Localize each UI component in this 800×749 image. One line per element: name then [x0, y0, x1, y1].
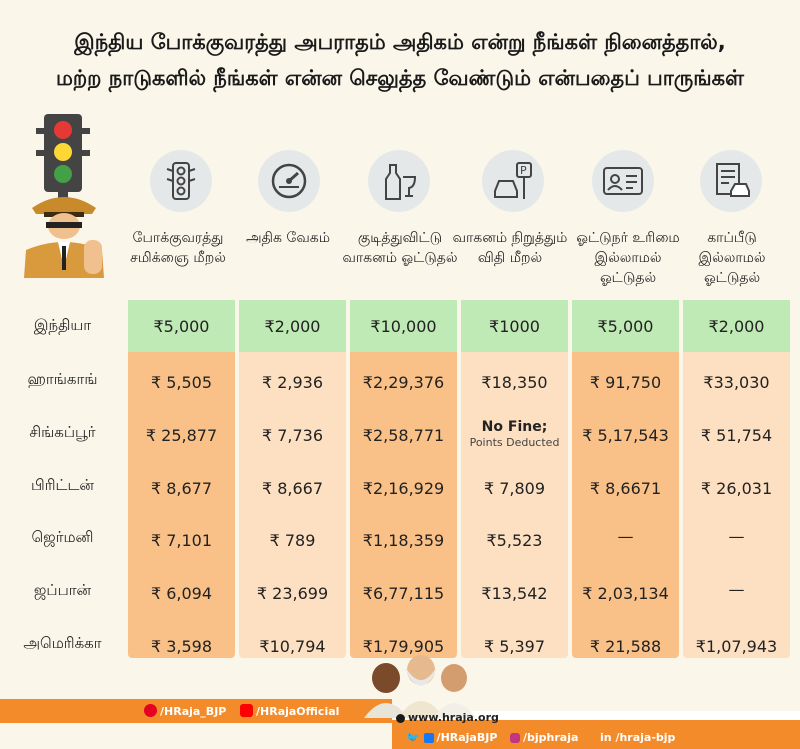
table-cell-no-fine: No Fine; Points Deducted [461, 409, 568, 461]
table-cell: ₹ 5,397 [483, 636, 546, 656]
country-label: அமெரிக்கா [23, 634, 102, 652]
country-label: ஜெர்மனி [31, 528, 94, 546]
twitter-icon: 🐦 [406, 731, 420, 744]
speedometer-icon [258, 150, 320, 212]
table-cell-dash: — [728, 579, 745, 599]
footer-bar-right [392, 720, 800, 749]
table-cell-dash: — [617, 526, 634, 546]
table-cell: ₹ 26,031 [700, 478, 773, 498]
instagram-handle[interactable]: /bjphraja [510, 731, 578, 744]
table-cell: ₹ 8,677 [150, 478, 213, 498]
header-signal-violation: போக்குவரத்து சமிக்ஞை மீறல் [130, 230, 226, 266]
table-cell: ₹2,29,376 [362, 372, 445, 392]
table-cell: ₹ 7,101 [150, 530, 213, 550]
table-cell: ₹ 8,667 [261, 478, 324, 498]
instagram-icon [510, 733, 520, 743]
footer-bar-left [0, 699, 392, 723]
india-drunk-driving: ₹10,000 [350, 300, 457, 352]
table-cell: ₹18,350 [481, 372, 548, 392]
india-no-insurance: ₹2,000 [683, 300, 790, 352]
traffic-light-icon [150, 150, 212, 212]
column-bg-1 [128, 300, 235, 658]
india-overspeeding: ₹2,000 [239, 300, 346, 352]
table-cell: ₹ 7,736 [261, 425, 324, 445]
country-label: ஜப்பான் [33, 581, 92, 599]
table-cell: ₹1,79,905 [362, 636, 445, 656]
table-cell: ₹5,523 [486, 530, 543, 550]
table-cell: ₹ 5,17,543 [582, 425, 669, 445]
country-label: ஹாங்காங் [27, 370, 98, 388]
column-bg-2 [239, 300, 346, 658]
title-line-1: இந்திய போக்குவரத்து அபராதம் அதிகம் என்று… [74, 30, 726, 54]
table-cell: ₹ 23,699 [256, 583, 329, 603]
youtube-handle[interactable]: /HRajaOfficial [240, 704, 339, 718]
table-cell: ₹33,030 [703, 372, 770, 392]
table-cell: ₹2,16,929 [362, 478, 445, 498]
country-label: பிரிட்டன் [31, 476, 94, 494]
india-parking-violation: ₹1000 [461, 300, 568, 352]
twitter-facebook-handle[interactable]: 🐦 /HRajaBJP [406, 731, 498, 744]
india-signal-violation: ₹5,000 [128, 300, 235, 352]
country-label: சிங்கப்பூர் [29, 423, 96, 441]
pinterest-icon [144, 704, 157, 717]
header-no-license: ஓட்டுநர் உரிமை இல்லாமல் ஓட்டுதல் [576, 230, 680, 286]
header-no-insurance: காப்பீடு இல்லாமல் ஓட்டுதல் [698, 230, 766, 286]
table-cell: ₹ 789 [269, 530, 316, 550]
facebook-icon [423, 733, 434, 743]
table-cell: ₹2,58,771 [362, 425, 445, 445]
column-bg-3 [350, 300, 457, 658]
table-cell: ₹ 51,754 [700, 425, 773, 445]
leaders-photo [364, 655, 476, 718]
insurance-document-icon [700, 150, 762, 212]
linkedin-icon: in [600, 731, 612, 744]
header-overspeeding: அதிக வேகம் [246, 230, 330, 246]
parking-icon: P [482, 150, 544, 212]
table-cell: ₹ 7,809 [483, 478, 546, 498]
table-cell: ₹ 6,094 [150, 583, 213, 603]
pinterest-handle[interactable]: /HRaja_BJP [144, 704, 226, 718]
table-cell: ₹6,77,115 [362, 583, 445, 603]
table-cell: ₹1,18,359 [362, 530, 445, 550]
table-cell-dash: — [728, 526, 745, 546]
bottle-glass-icon [368, 150, 430, 212]
table-cell: ₹ 8,6671 [589, 478, 662, 498]
table-cell: ₹ 3,598 [150, 636, 213, 656]
table-cell: ₹ 2,936 [261, 372, 324, 392]
india-no-license: ₹5,000 [572, 300, 679, 352]
website-link[interactable]: www.hraja.org [396, 711, 499, 724]
column-bg-4 [461, 300, 568, 658]
table-cell: ₹ 91,750 [589, 372, 662, 392]
table-cell: ₹10,794 [259, 636, 326, 656]
license-card-icon [592, 150, 654, 212]
no-fine-text: No Fine; [481, 419, 548, 435]
table-cell: ₹ 25,877 [145, 425, 218, 445]
points-deducted-note: Points Deducted [469, 436, 560, 449]
table-cell: ₹13,542 [481, 583, 548, 603]
table-cell: ₹ 21,588 [589, 636, 662, 656]
table-cell: ₹ 5,505 [150, 372, 213, 392]
column-bg-6 [683, 300, 790, 658]
svg-text:P: P [520, 164, 527, 177]
title-line-2: மற்ற நாடுகளில் நீங்கள் என்ன செலுத்த வேண்… [55, 66, 744, 90]
header-drunk-driving: குடித்துவிட்டு வாகனம் ஓட்டுதல் [342, 230, 458, 266]
globe-icon [396, 714, 405, 723]
column-bg-5 [572, 300, 679, 658]
country-label: இந்தியா [33, 316, 92, 334]
linkedin-handle[interactable]: in /hraja-bjp [600, 731, 676, 744]
table-cell: ₹ 2,03,134 [582, 583, 669, 603]
header-parking-violation: வாகனம் நிறுத்தும் விதி மீறல் [452, 230, 568, 266]
traffic-police-illustration [24, 114, 104, 278]
youtube-icon [240, 704, 253, 717]
table-cell: ₹1,07,943 [695, 636, 778, 656]
